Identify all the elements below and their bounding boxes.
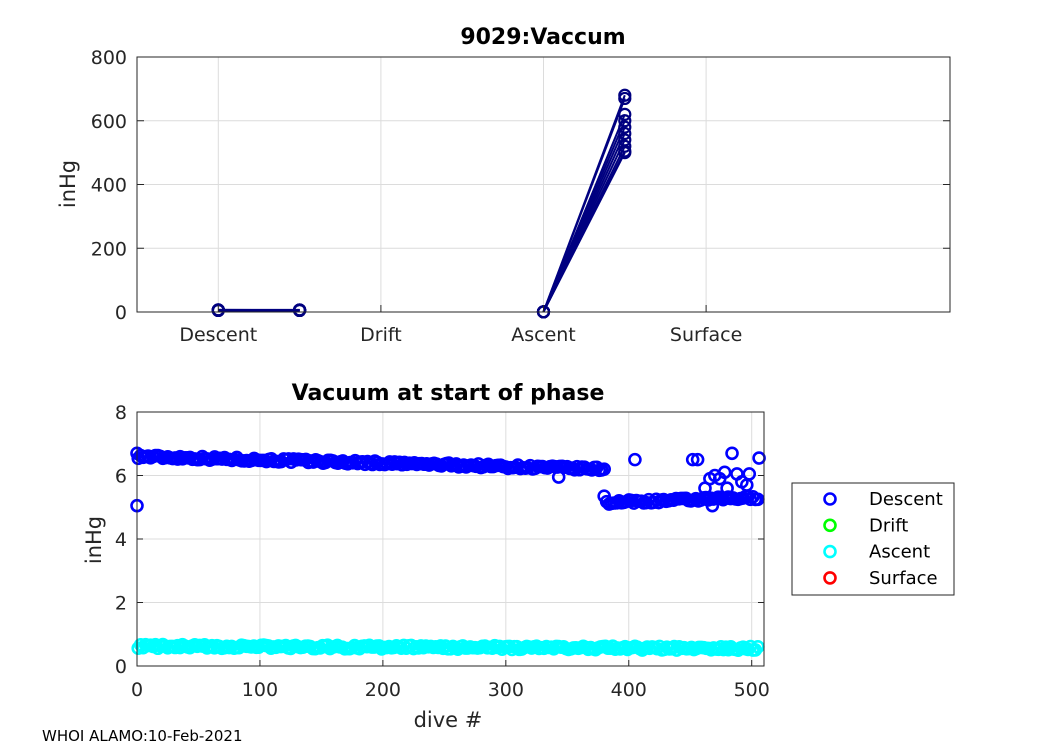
scatter-point-descent xyxy=(685,452,700,467)
scatter-point-descent xyxy=(752,451,766,465)
scatter-point-descent xyxy=(597,489,611,503)
top-y-axis-label: inHg xyxy=(56,160,80,208)
bottom-y-tick-label: 6 xyxy=(115,466,127,488)
top-series-marker xyxy=(293,303,307,317)
legend-entries: Descent Drift Ascent Surface xyxy=(823,489,943,589)
bottom-x-tick-label: 500 xyxy=(734,679,770,701)
legend-marker-ascent xyxy=(823,544,837,559)
top-y-tick-label: 600 xyxy=(91,111,127,133)
legend-marker-descent xyxy=(823,492,837,506)
legend-label-surface: Surface xyxy=(869,568,938,589)
scatter-point-descent xyxy=(720,481,734,496)
bottom-y-axis-label: inHg xyxy=(82,516,106,564)
bottom-y-ticks: 0 2 4 6 8 xyxy=(115,402,764,678)
top-y-ticks: 0 200 400 600 800 xyxy=(91,47,950,324)
top-series-marker xyxy=(618,126,632,141)
bottom-x-tick-label: 300 xyxy=(488,679,524,701)
scatter-point-descent xyxy=(690,452,705,467)
footer-stamp: WHOI ALAMO:10-Feb-2021 xyxy=(42,727,243,745)
legend: Descent Drift Ascent Surface xyxy=(791,482,955,596)
top-y-tick-label: 0 xyxy=(115,302,127,324)
top-x-tick-label: Drift xyxy=(360,324,402,346)
top-chart-title: 9029:Vaccum xyxy=(460,25,625,50)
bottom-y-tick-label: 2 xyxy=(115,593,127,615)
bottom-x-ticks: 0 100 200 300 400 500 xyxy=(131,660,770,701)
bottom-x-tick-label: 200 xyxy=(365,679,401,701)
top-series-marker xyxy=(618,120,632,134)
top-x-tick-label: Ascent xyxy=(511,324,576,346)
bottom-x-axis-label: dive # xyxy=(414,708,483,732)
scatter-point-descent xyxy=(742,467,757,481)
top-y-tick-label: 200 xyxy=(91,238,127,260)
legend-marker-surface xyxy=(823,571,837,585)
bottom-chart: 0 2 4 6 8 0 100 200 300 400 500 Vacuum at start o… xyxy=(82,381,955,732)
scatter-point-ascent xyxy=(751,639,765,654)
legend-label-descent: Descent xyxy=(869,489,943,510)
legend-label-ascent: Ascent xyxy=(869,542,930,563)
top-x-tick-label: Surface xyxy=(670,324,742,346)
top-x-tick-label: Descent xyxy=(179,324,257,346)
top-y-tick-label: 800 xyxy=(91,47,127,69)
top-series-line xyxy=(542,152,626,313)
bottom-chart-title: Vacuum at start of phase xyxy=(292,381,605,406)
bottom-grid xyxy=(137,412,764,666)
scatter-point-descent xyxy=(751,492,765,507)
legend-marker-drift xyxy=(823,518,837,533)
scatter-point-descent xyxy=(551,470,566,484)
bottom-series-group xyxy=(130,446,766,657)
scatter-point-descent xyxy=(597,462,611,476)
scatter-point-descent xyxy=(717,465,732,480)
top-y-tick-label: 400 xyxy=(91,175,127,197)
top-grid xyxy=(137,57,950,312)
scatter-point-descent xyxy=(705,498,720,513)
bottom-x-tick-label: 0 xyxy=(131,679,143,701)
scatter-point-descent xyxy=(628,452,642,467)
top-series-marker xyxy=(618,107,632,121)
legend-label-drift: Drift xyxy=(869,515,908,536)
top-series-marker xyxy=(618,146,632,160)
bottom-y-tick-label: 4 xyxy=(115,529,127,551)
top-series-line xyxy=(542,98,626,313)
scatter-point-descent xyxy=(725,446,739,461)
top-series-marker xyxy=(211,303,225,317)
bottom-y-tick-label: 0 xyxy=(115,656,127,678)
top-x-ticks: Descent Drift Ascent Surface xyxy=(179,305,742,346)
top-series-marker xyxy=(618,91,632,106)
bottom-x-tick-label: 100 xyxy=(242,679,278,701)
legend-box xyxy=(791,482,955,596)
bottom-y-tick-label: 8 xyxy=(115,402,127,424)
bottom-x-tick-label: 400 xyxy=(611,679,647,701)
scatter-point-descent xyxy=(743,492,758,507)
